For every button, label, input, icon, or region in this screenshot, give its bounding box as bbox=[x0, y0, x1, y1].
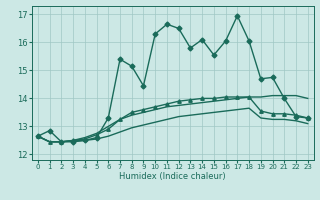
X-axis label: Humidex (Indice chaleur): Humidex (Indice chaleur) bbox=[119, 172, 226, 181]
